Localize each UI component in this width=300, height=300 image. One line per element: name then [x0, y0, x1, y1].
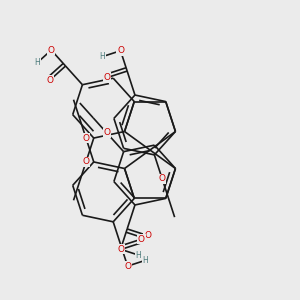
Text: O: O [138, 235, 145, 244]
Text: O: O [82, 158, 89, 166]
Text: O: O [117, 46, 124, 55]
Text: O: O [103, 128, 110, 137]
Text: O: O [46, 76, 53, 85]
Text: H: H [143, 256, 148, 265]
Text: O: O [159, 174, 166, 183]
Text: O: O [82, 134, 89, 142]
Text: O: O [144, 231, 151, 240]
Text: H: H [100, 52, 106, 61]
Text: O: O [48, 46, 55, 55]
Text: O: O [103, 73, 110, 82]
Text: H: H [136, 250, 141, 260]
Text: O: O [124, 262, 131, 271]
Text: O: O [117, 245, 124, 254]
Text: H: H [34, 58, 40, 67]
